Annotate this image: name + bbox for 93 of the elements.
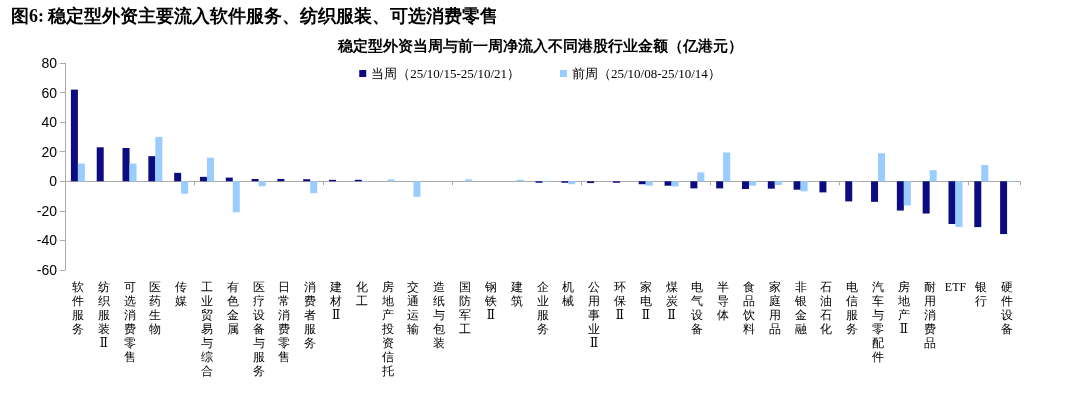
x-tick-label: 机械 — [562, 280, 575, 308]
bar — [948, 181, 956, 225]
bar — [77, 163, 85, 182]
x-tick-label: 医疗设备与服务 — [252, 280, 265, 378]
x-tick-label: 银行 — [974, 280, 988, 308]
bar — [70, 89, 78, 182]
bar — [645, 181, 653, 186]
x-tick-label: 电气设备 — [691, 280, 704, 336]
x-tick-label: 工业贸易与综合 — [200, 280, 213, 378]
x-tick-label: 煤炭Ⅱ — [665, 280, 678, 322]
y-tick-label: 60 — [41, 84, 58, 101]
x-tick-label: 日常消费零售 — [278, 280, 291, 364]
x-tick-label: 交通运输 — [407, 280, 420, 336]
bar — [800, 181, 808, 192]
bar — [955, 181, 963, 227]
legend-label: 前周（25/10/08-25/10/14） — [572, 66, 721, 81]
bar — [148, 156, 156, 182]
bar — [896, 181, 904, 211]
y-tick-label: -60 — [36, 262, 58, 278]
bar — [129, 163, 137, 182]
bar — [568, 181, 576, 185]
y-tick-label: -40 — [36, 232, 58, 249]
x-tick-label: 房地产Ⅱ — [896, 280, 910, 336]
bar — [258, 181, 266, 187]
x-tick-label: ETF — [944, 280, 967, 294]
bar — [206, 157, 214, 182]
x-tick-label: 化工 — [355, 280, 368, 308]
x-tick-label: 造纸与包装 — [433, 280, 446, 350]
bar — [96, 147, 104, 182]
x-tick-label: 电信服务 — [846, 280, 859, 336]
bar — [697, 172, 705, 182]
bar — [174, 172, 182, 182]
bar — [871, 181, 879, 202]
x-tick-label: 环保Ⅱ — [613, 280, 626, 322]
chart-subtitle: 稳定型外资当周与前一周净流入不同港股行业金额（亿港元） — [336, 36, 743, 54]
bar — [741, 181, 749, 189]
bar — [929, 170, 937, 182]
x-tick-label: 家庭用品 — [768, 280, 781, 336]
x-tick-label: 钢铁Ⅱ — [483, 280, 497, 322]
bar — [819, 181, 827, 193]
bar — [845, 181, 853, 202]
bar — [723, 152, 731, 182]
bar — [664, 181, 672, 186]
bar — [232, 181, 240, 213]
x-tick-label: 非银金融 — [793, 280, 807, 336]
x-tick-label: 汽车与零配件 — [872, 280, 885, 364]
bar — [748, 181, 756, 186]
x-tick-label: 公用事业Ⅱ — [588, 280, 601, 350]
bar — [767, 181, 775, 189]
x-tick-label: 耐用消费品 — [923, 280, 936, 350]
bar — [974, 181, 982, 228]
bar — [413, 181, 421, 197]
y-tick-label: 80 — [41, 55, 58, 71]
x-tick-label: 软件服务 — [71, 280, 84, 336]
bar — [690, 181, 698, 189]
bar — [1000, 181, 1008, 235]
bar — [155, 136, 163, 182]
x-tick-label: 传媒 — [175, 280, 188, 308]
y-tick-label: 40 — [41, 114, 58, 131]
bar — [181, 181, 189, 194]
chart-title: 图6: 稳定型外资主要流入软件服务、纺织服装、可选消费零售 — [11, 6, 499, 26]
x-tick-label: 建筑 — [509, 280, 523, 308]
bar — [878, 153, 886, 182]
x-tick-label: 硬件设备 — [1001, 280, 1014, 336]
x-tick-label: 可选消费零售 — [123, 280, 136, 364]
bar — [199, 176, 207, 182]
bar — [981, 165, 989, 182]
x-tick-label: 有色金属 — [226, 280, 239, 336]
bar — [122, 148, 130, 182]
x-tick-label: 消费者服务 — [304, 280, 317, 350]
bar — [310, 181, 318, 194]
y-tick-label: 20 — [41, 143, 58, 160]
bar — [922, 181, 930, 214]
bar — [671, 181, 679, 187]
x-tick-label: 国防军工 — [459, 280, 472, 336]
x-tick-label: 家电Ⅱ — [639, 280, 652, 322]
x-tick-label: 半导体 — [717, 280, 730, 322]
bar — [774, 181, 782, 185]
bar — [638, 181, 646, 185]
x-tick-label: 房地产投资信托 — [380, 280, 394, 378]
x-tick-label: 食品饮料 — [741, 280, 755, 336]
x-tick-label: 企业服务 — [536, 280, 549, 336]
legend-label: 当周（25/10/15-25/10/21） — [371, 66, 520, 81]
bar — [716, 181, 724, 189]
x-tick-label: 石油石化 — [820, 280, 833, 336]
x-tick-label: 建材Ⅱ — [329, 280, 343, 322]
bar — [903, 181, 911, 206]
y-tick-label: 0 — [49, 173, 58, 190]
bar — [303, 179, 311, 182]
bar — [793, 181, 801, 190]
y-tick-label: -20 — [36, 202, 58, 219]
x-tick-label: 纺织服装Ⅱ — [97, 280, 110, 350]
x-tick-label: 医药生物 — [149, 280, 162, 336]
